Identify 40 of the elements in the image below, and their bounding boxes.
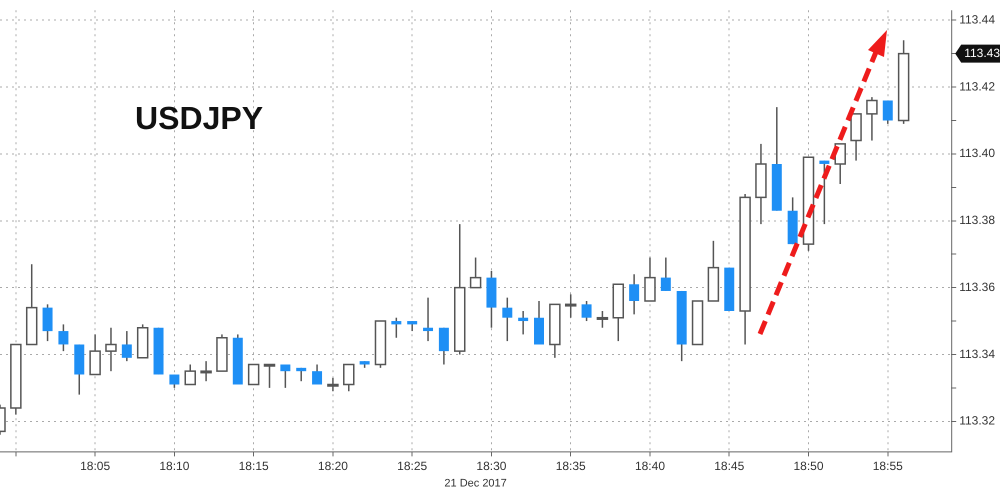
x-tick-label: 18:40: [634, 458, 666, 473]
x-tick-label: 18:20: [318, 458, 348, 473]
candlestick: [312, 364, 322, 386]
candlestick: [407, 320, 418, 332]
candlestick: [502, 296, 512, 342]
x-tick-label: 18:45: [714, 458, 745, 473]
y-tick-label: 113.34: [959, 346, 996, 361]
candlestick: [882, 100, 893, 125]
candlestick: [629, 274, 640, 316]
candlestick: [248, 364, 260, 386]
candlestick: [169, 374, 180, 389]
x-tick-label: 18:15: [238, 458, 269, 473]
x-tick-label: 18:55: [872, 458, 904, 473]
candlestick: [518, 310, 528, 336]
candlestick: [280, 364, 290, 389]
candlestick: [660, 256, 671, 292]
text: 113.43: [964, 46, 1000, 60]
x-axis-title: 21 Dec 2017: [444, 477, 507, 490]
y-tick-label: 113.38: [959, 213, 996, 228]
x-tick-label: 18:35: [556, 458, 586, 473]
candlestick: [58, 324, 68, 352]
y-tick-label: 113.42: [959, 79, 996, 94]
x-tick-label: 18:10: [159, 458, 190, 473]
y-tick-label: 113.44: [959, 12, 996, 27]
x-tick-label: 18:30: [476, 458, 507, 473]
candlestick: [438, 326, 449, 366]
x-tick-label: 18:25: [397, 458, 428, 473]
candlestick: [819, 160, 830, 225]
candlestick: [582, 300, 592, 322]
y-tick-label: 113.32: [959, 414, 996, 428]
text: USDJPY: [135, 100, 264, 137]
x-tick-label: 18:05: [80, 458, 110, 473]
candlestick: [391, 316, 402, 339]
candlestick: [423, 296, 434, 342]
candlestick: [42, 304, 53, 342]
y-tick-label: 113.36: [959, 280, 996, 294]
y-tick-label: 113.40: [959, 146, 996, 160]
candlestick: [122, 330, 132, 362]
x-tick-label: 18:50: [793, 458, 824, 473]
candlestick: [296, 367, 306, 382]
